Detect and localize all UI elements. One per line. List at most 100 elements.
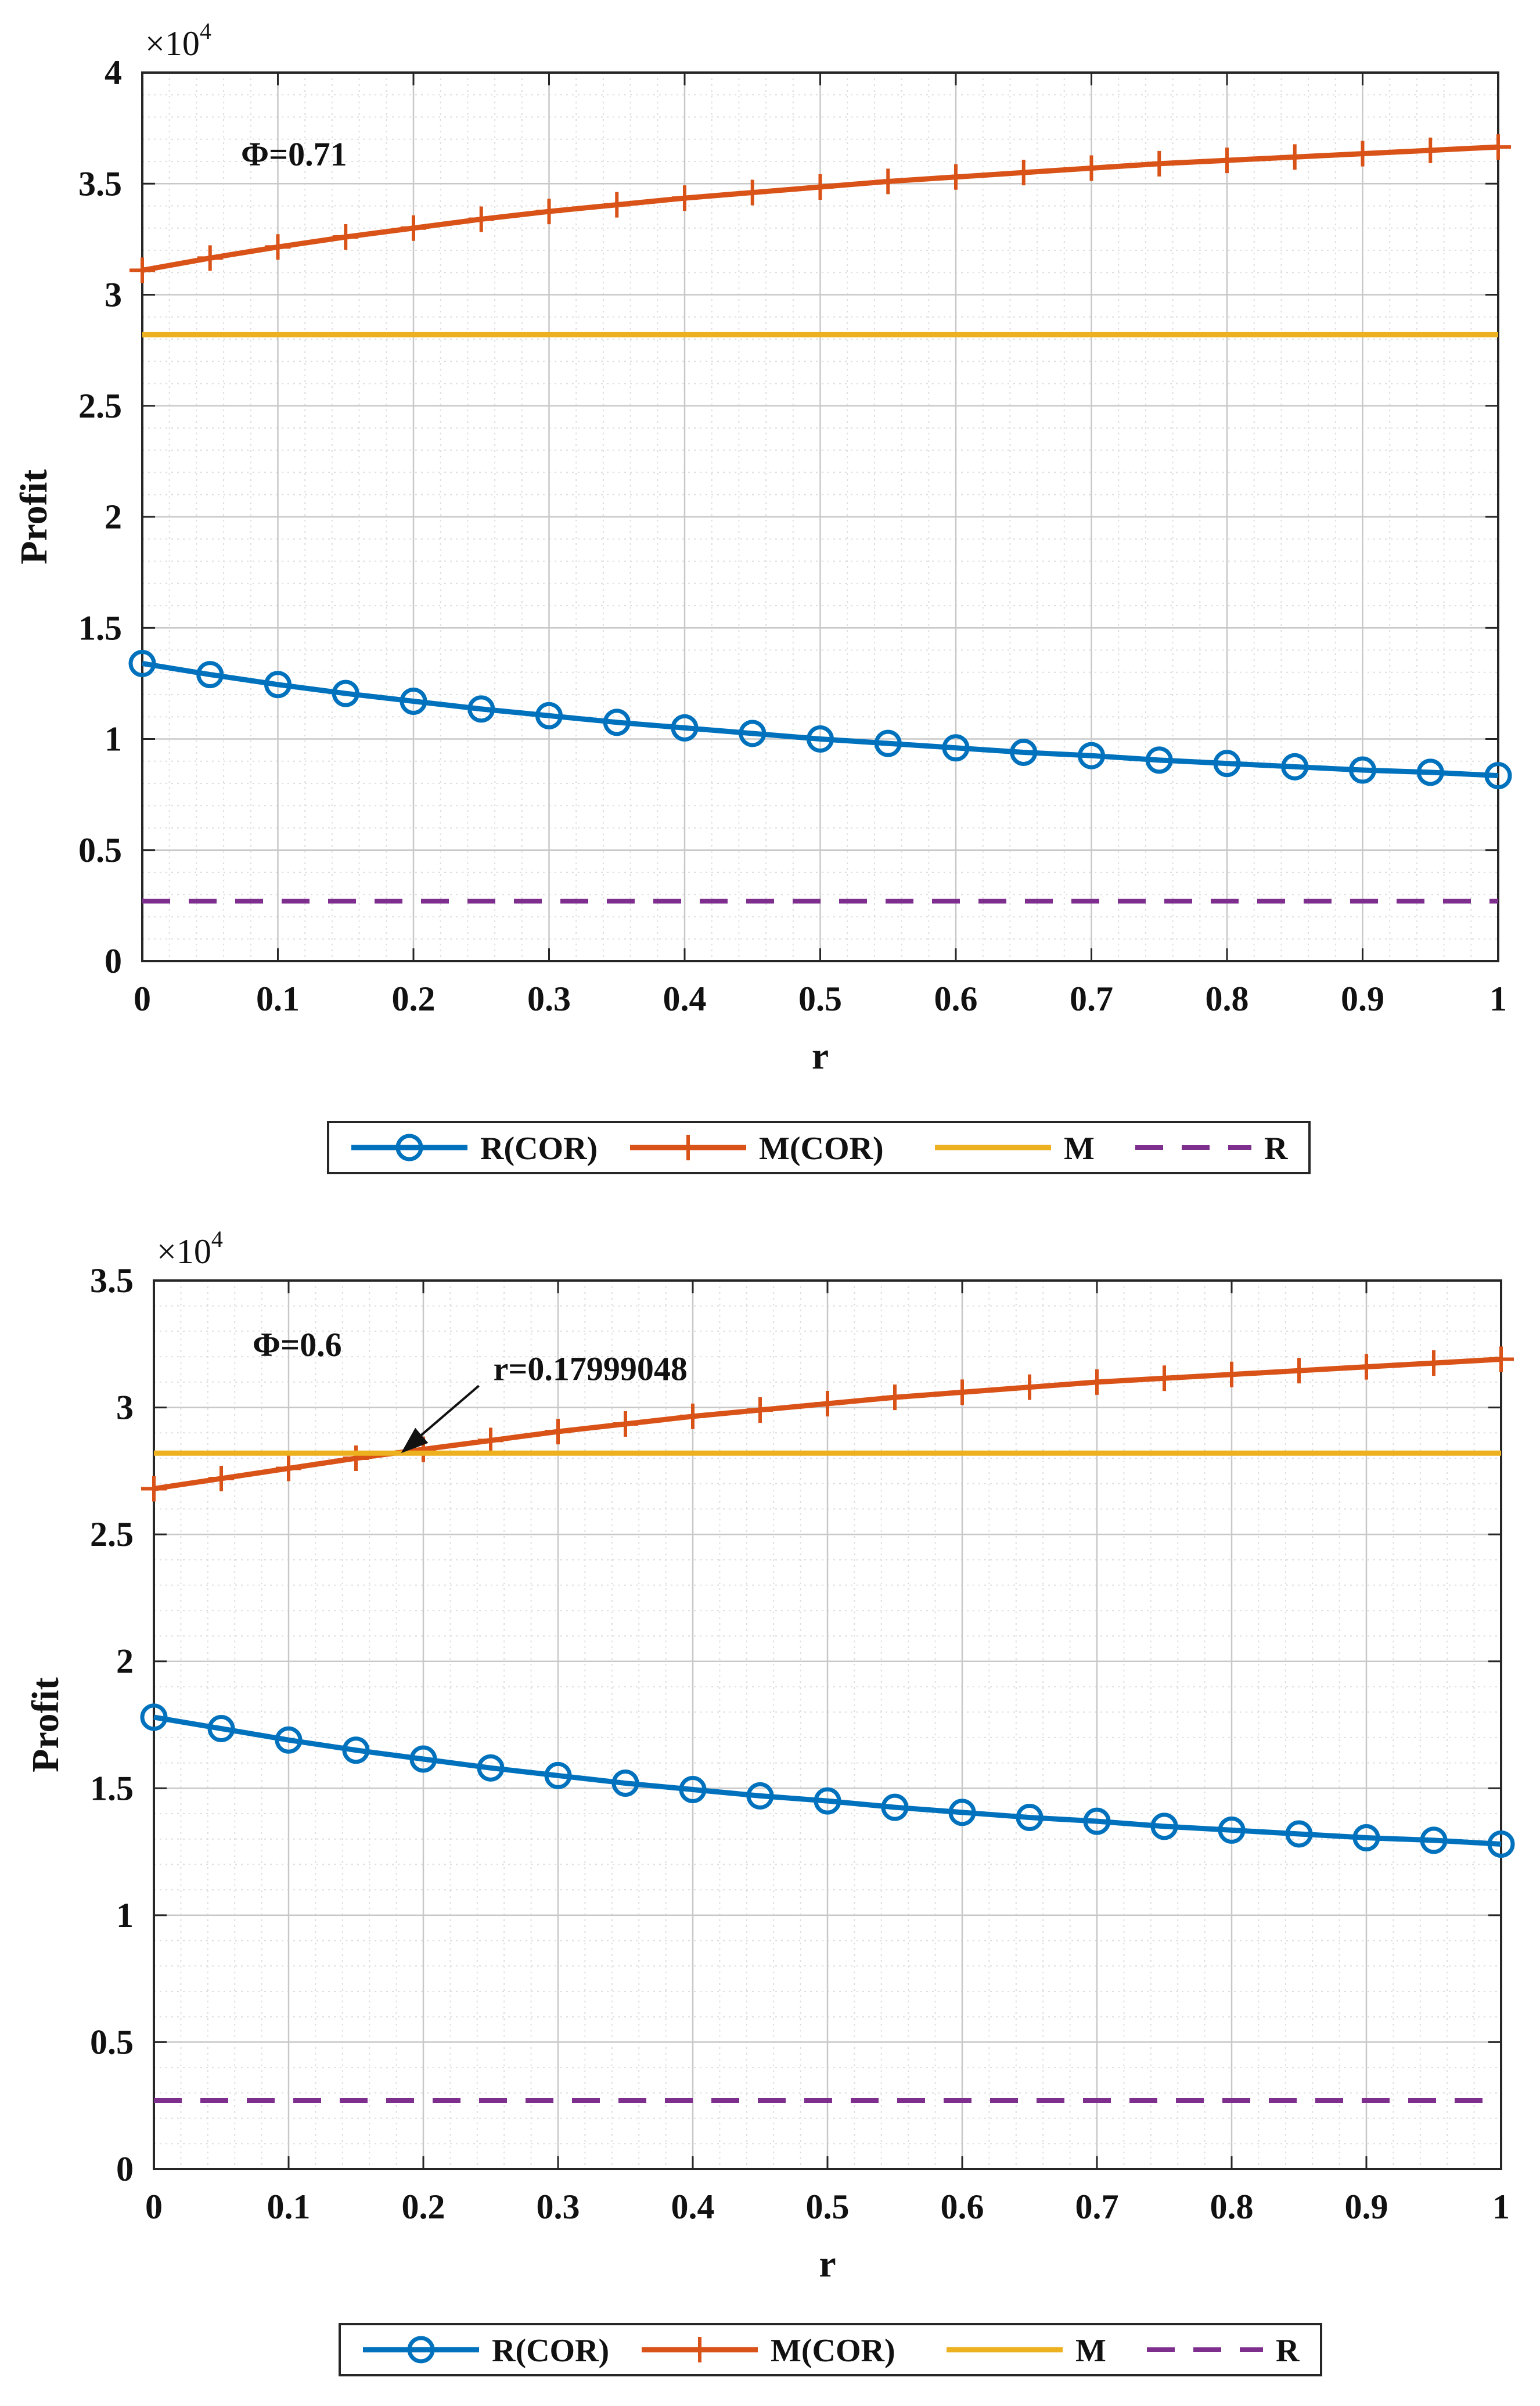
data-point-m-cor bbox=[943, 164, 969, 190]
legend-item-m-cor: M(COR) bbox=[642, 2333, 895, 2369]
data-point-m-cor bbox=[882, 1384, 908, 1411]
legend-swatch-marker bbox=[395, 1134, 423, 1161]
data-point-r-cor bbox=[814, 1787, 841, 1815]
data-point-r-cor bbox=[140, 1703, 168, 1731]
data-point-r-cor bbox=[1484, 762, 1512, 790]
y-tick-label: 3.5 bbox=[90, 1261, 134, 1300]
data-point-r-cor bbox=[1416, 758, 1444, 786]
data-point-r-cor bbox=[874, 729, 902, 757]
data-point-r-cor bbox=[948, 1799, 976, 1826]
data-point-m-cor bbox=[815, 1391, 840, 1417]
x-tick-label: 0 bbox=[145, 2188, 163, 2226]
data-point-m-cor bbox=[747, 1397, 773, 1423]
data-point-r-cor bbox=[1083, 1807, 1111, 1835]
legend-label: R(COR) bbox=[492, 2333, 609, 2369]
data-point-r-cor bbox=[611, 1770, 639, 1797]
data-point-m-cor bbox=[536, 199, 562, 225]
data-point-m-cor bbox=[197, 245, 223, 271]
y-tick-label: 2.5 bbox=[78, 387, 122, 425]
data-point-r-cor bbox=[1281, 753, 1309, 781]
data-point-r-cor bbox=[477, 1754, 505, 1782]
y-tick-label: 2 bbox=[116, 1642, 134, 1681]
y-tick-label: 2.5 bbox=[90, 1515, 134, 1553]
y-tick-label: 0 bbox=[105, 942, 122, 980]
series-line-r-cor bbox=[142, 661, 1499, 779]
x-tick-label: 0.5 bbox=[798, 980, 842, 1018]
x-tick-label: 0.5 bbox=[806, 2188, 850, 2226]
x-tick-label: 0.1 bbox=[256, 980, 300, 1018]
legend-item-r: R bbox=[1135, 1131, 1288, 1167]
data-point-m-cor bbox=[265, 234, 291, 260]
x-tick-label: 0.8 bbox=[1210, 2188, 1254, 2226]
legend-top: R(COR) M(COR) M R bbox=[327, 1121, 1311, 1174]
chart-top-phi-0-71: 0 0.1 0.2 0.3 0.4 0.5 0.6 0.7 0.8 0.9 1 0 0.5 1 1.5 2 2.… bbox=[13, 18, 1512, 1077]
data-point-m-cor bbox=[1485, 134, 1511, 160]
data-point-r-cor bbox=[400, 687, 427, 715]
series-r-cor bbox=[128, 649, 1512, 790]
x-tick-label: 0.7 bbox=[1075, 2188, 1119, 2226]
y-tick-label: 2 bbox=[105, 498, 122, 536]
data-point-r-cor bbox=[275, 1726, 303, 1754]
x-tick-labels: 0 0.1 0.2 0.3 0.4 0.5 0.6 0.7 0.8 0.9 1 bbox=[145, 2188, 1510, 2226]
x-tick-label: 0.6 bbox=[941, 2188, 984, 2226]
y-tick-label: 3 bbox=[105, 276, 122, 314]
y-tick-label: 1.5 bbox=[90, 1769, 134, 1807]
data-point-m-cor bbox=[1152, 1365, 1177, 1391]
y-tick-label: 3 bbox=[116, 1389, 134, 1427]
data-point-r-cor bbox=[544, 1761, 572, 1789]
data-point-r-cor bbox=[881, 1793, 909, 1821]
data-point-m-cor bbox=[1350, 141, 1376, 167]
x-axis-label: r bbox=[819, 2243, 836, 2285]
series-line-r-cor bbox=[153, 1714, 1502, 1847]
data-point-r-cor bbox=[942, 734, 970, 762]
y-tick-label: 0.5 bbox=[78, 831, 122, 869]
data-point-m-cor bbox=[1219, 1361, 1244, 1387]
y-axis-label: Profit bbox=[24, 1677, 67, 1772]
data-point-r-cor bbox=[1213, 750, 1241, 778]
x-tick-label: 0.3 bbox=[537, 2188, 580, 2226]
phi-annotation: Φ=0.6 bbox=[253, 1326, 342, 1364]
x-tick-label: 1 bbox=[1492, 2188, 1510, 2226]
data-point-r-cor bbox=[1078, 742, 1105, 769]
data-point-m-cor bbox=[478, 1427, 503, 1454]
callout-arrow-head bbox=[401, 1427, 429, 1454]
data-point-r-cor bbox=[1349, 756, 1376, 784]
data-point-r-cor bbox=[807, 725, 834, 753]
x-tick-label: 0.1 bbox=[267, 2188, 311, 2226]
data-point-r-cor bbox=[264, 671, 292, 699]
legend-item-r: R bbox=[1147, 2333, 1300, 2369]
callout: r=0.17999048 bbox=[401, 1350, 688, 1454]
data-point-m-cor bbox=[1078, 155, 1104, 181]
data-point-r-cor bbox=[128, 649, 156, 677]
data-point-r-cor bbox=[671, 714, 699, 742]
data-point-r-cor bbox=[467, 695, 495, 723]
data-point-m-cor bbox=[1146, 150, 1172, 177]
data-point-r-cor bbox=[679, 1775, 707, 1803]
y-tick-label: 3.5 bbox=[78, 164, 122, 203]
data-point-m-cor bbox=[1354, 1354, 1379, 1380]
data-point-r-cor bbox=[1285, 1820, 1313, 1848]
x-tick-label: 0.9 bbox=[1341, 980, 1384, 1018]
data-point-m-cor bbox=[545, 1419, 571, 1445]
legend-item-m-cor: M(COR) bbox=[630, 1131, 884, 1167]
data-point-m-cor bbox=[129, 257, 155, 283]
data-point-m-cor bbox=[141, 1476, 167, 1502]
y-axis-label: Profit bbox=[13, 469, 55, 564]
data-point-r-cor bbox=[746, 1782, 774, 1810]
data-point-r-cor bbox=[1487, 1830, 1515, 1858]
data-point-r-cor bbox=[535, 702, 563, 729]
data-point-m-cor bbox=[1286, 1358, 1312, 1384]
x-tick-label: 0.3 bbox=[527, 980, 571, 1018]
data-point-m-cor bbox=[1017, 1374, 1042, 1400]
x-tick-label: 0.4 bbox=[663, 980, 707, 1018]
data-point-r-cor bbox=[1218, 1816, 1246, 1844]
data-point-r-cor bbox=[207, 1715, 235, 1743]
legend-bottom: R(COR) M(COR) M R bbox=[339, 2323, 1322, 2376]
legend-item-m: M bbox=[947, 2333, 1106, 2369]
y-tick-labels: 0 0.5 1 1.5 2 2.5 3 3.5 4 bbox=[78, 53, 122, 980]
x-tick-label: 0.4 bbox=[671, 2188, 715, 2226]
x-axis-label: r bbox=[812, 1035, 829, 1077]
data-point-m-cor bbox=[1421, 1350, 1447, 1376]
data-point-m-cor bbox=[739, 179, 765, 206]
